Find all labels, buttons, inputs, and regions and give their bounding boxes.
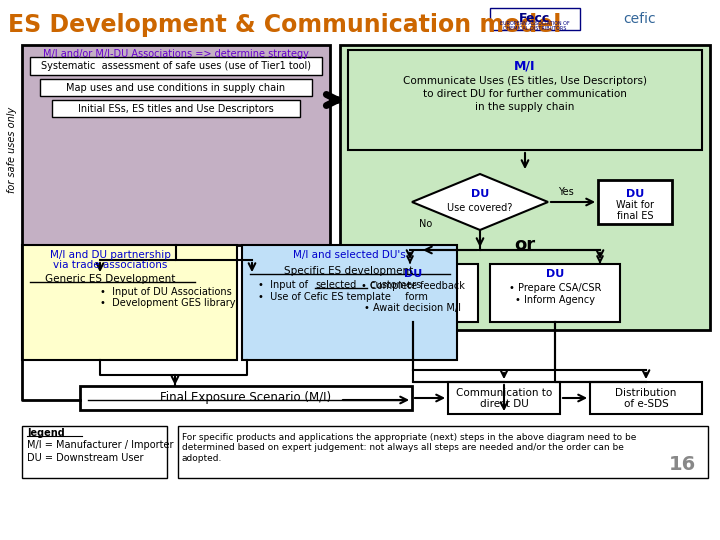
Text: •  Input of: • Input of bbox=[258, 280, 311, 290]
Text: ES Development & Communication model: ES Development & Communication model bbox=[8, 13, 562, 37]
Bar bbox=[242, 245, 457, 360]
Text: in the supply chain: in the supply chain bbox=[475, 102, 575, 112]
Bar bbox=[40, 79, 312, 96]
Text: cefic: cefic bbox=[624, 12, 657, 26]
Text: No: No bbox=[419, 219, 433, 229]
Text: M/I = Manufacturer / Importer: M/I = Manufacturer / Importer bbox=[27, 440, 174, 450]
Bar bbox=[490, 264, 620, 322]
Text: 16: 16 bbox=[669, 455, 696, 474]
Text: Wait for: Wait for bbox=[616, 200, 654, 210]
Text: DU: DU bbox=[546, 269, 564, 279]
Bar bbox=[348, 264, 478, 322]
Text: • Await decision M/I: • Await decision M/I bbox=[364, 303, 462, 313]
Text: Final Exposure Scenario (M/I): Final Exposure Scenario (M/I) bbox=[161, 390, 332, 403]
Bar bbox=[448, 382, 560, 414]
Text: Specific ES development: Specific ES development bbox=[284, 266, 413, 276]
Text: Initial ESs, ES titles and Use Descriptors: Initial ESs, ES titles and Use Descripto… bbox=[78, 104, 274, 114]
Text: Communication to: Communication to bbox=[456, 388, 552, 398]
Text: M/I and selected DU's: M/I and selected DU's bbox=[292, 250, 405, 260]
Text: M/I and/or M/I-DU Associations => determine strategy: M/I and/or M/I-DU Associations => determ… bbox=[43, 49, 309, 59]
Text: Communicate Uses (ES titles, Use Descriptors): Communicate Uses (ES titles, Use Descrip… bbox=[403, 76, 647, 86]
Text: via trade associations: via trade associations bbox=[53, 260, 167, 270]
Text: •  Use of Cefic ES template: • Use of Cefic ES template bbox=[258, 292, 391, 302]
Text: customers: customers bbox=[367, 280, 421, 290]
Text: DU: DU bbox=[471, 189, 489, 199]
Bar bbox=[348, 50, 702, 150]
Bar bbox=[340, 45, 710, 330]
Text: selected: selected bbox=[315, 280, 356, 290]
Text: form: form bbox=[399, 292, 428, 302]
Text: of e-SDS: of e-SDS bbox=[624, 399, 668, 409]
Text: direct DU: direct DU bbox=[480, 399, 528, 409]
Polygon shape bbox=[412, 174, 548, 230]
Bar bbox=[178, 426, 708, 478]
Bar bbox=[598, 180, 672, 224]
Text: to direct DU for further communication: to direct DU for further communication bbox=[423, 89, 627, 99]
Text: DU = Downstream User: DU = Downstream User bbox=[27, 453, 143, 463]
Text: legend: legend bbox=[27, 428, 65, 438]
Bar bbox=[22, 245, 237, 360]
Text: • Prepare CSA/CSR: • Prepare CSA/CSR bbox=[509, 283, 601, 293]
Text: Yes: Yes bbox=[558, 187, 574, 197]
Text: M/I and DU partnership: M/I and DU partnership bbox=[50, 250, 171, 260]
Text: or: or bbox=[514, 236, 536, 254]
Text: final ES: final ES bbox=[617, 211, 653, 221]
Bar bbox=[490, 8, 580, 30]
Text: •  Development GES library: • Development GES library bbox=[100, 298, 235, 308]
Text: M/I: M/I bbox=[514, 59, 536, 72]
Bar bbox=[22, 45, 330, 245]
Text: DU: DU bbox=[404, 269, 422, 279]
Text: Distribution: Distribution bbox=[616, 388, 677, 398]
Text: •  Input of DU Associations: • Input of DU Associations bbox=[100, 287, 232, 297]
Text: For specific products and applications the appropriate (next) steps in the above: For specific products and applications t… bbox=[182, 433, 636, 463]
Text: Systematic  assessment of safe uses (use of Tier1 tool): Systematic assessment of safe uses (use … bbox=[41, 61, 311, 71]
Bar bbox=[22, 426, 167, 478]
Bar bbox=[80, 386, 412, 410]
Text: Use covered?: Use covered? bbox=[447, 203, 513, 213]
Text: DU: DU bbox=[626, 189, 644, 199]
Text: Fecc: Fecc bbox=[519, 12, 551, 25]
Text: • Inform Agency: • Inform Agency bbox=[515, 295, 595, 305]
Text: for safe uses only: for safe uses only bbox=[7, 107, 17, 193]
Text: Generic ES Development: Generic ES Development bbox=[45, 274, 175, 284]
Text: Map uses and use conditions in supply chain: Map uses and use conditions in supply ch… bbox=[66, 83, 286, 93]
Text: • Complete feedback: • Complete feedback bbox=[361, 281, 465, 291]
Bar bbox=[52, 100, 300, 117]
Bar bbox=[590, 382, 702, 414]
Bar bbox=[30, 57, 322, 75]
Text: EUROPEAN ASSOCIATION OF
CHEMICAL DISTRIBUTORS: EUROPEAN ASSOCIATION OF CHEMICAL DISTRIB… bbox=[500, 21, 570, 31]
